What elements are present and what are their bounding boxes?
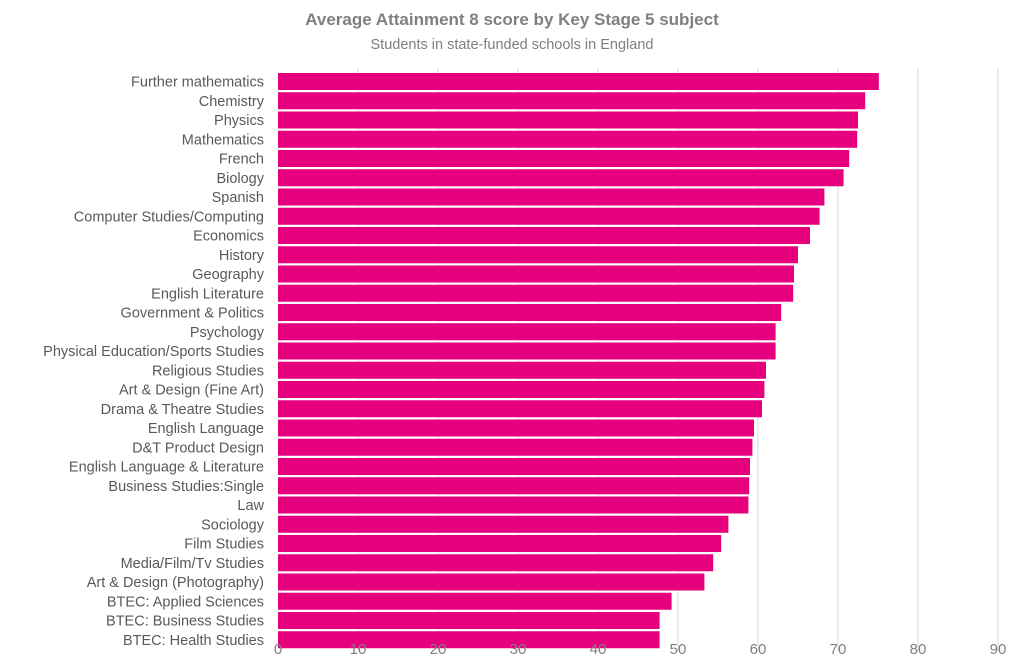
category-label: Film Studies (184, 537, 264, 553)
category-label: D&T Product Design (132, 440, 264, 456)
bars (278, 73, 879, 649)
x-tick-label: 0 (274, 641, 282, 658)
x-tick-label: 30 (510, 641, 527, 658)
category-label: Art & Design (Fine Art) (119, 383, 264, 399)
category-label: Biology (216, 171, 264, 187)
x-tick-label: 80 (910, 641, 927, 658)
bar (278, 631, 660, 649)
bar (278, 323, 776, 341)
bar (278, 400, 762, 418)
category-label: Drama & Theatre Studies (101, 402, 264, 418)
category-label: Spanish (212, 190, 264, 206)
x-tick-label: 90 (990, 641, 1007, 658)
bar (278, 381, 765, 398)
bar (278, 207, 820, 225)
category-label: Religious Studies (152, 363, 264, 379)
bar (278, 265, 794, 283)
bar (278, 419, 754, 437)
x-tick-label: 60 (750, 641, 767, 658)
bar (278, 342, 776, 360)
x-axis-ticks: 0 10 20 30 40 50 60 70 80 90 (274, 641, 1007, 658)
bar (278, 304, 782, 321)
category-label: Physics (214, 113, 264, 129)
bar (278, 535, 722, 552)
category-label: Government & Politics (121, 306, 264, 322)
bar (278, 592, 672, 610)
bar (278, 130, 858, 148)
x-tick-label: 40 (590, 641, 607, 658)
category-label: Law (237, 498, 264, 514)
bar (278, 246, 798, 264)
category-label: Mathematics (182, 132, 264, 148)
bar (278, 361, 766, 379)
bar (278, 227, 810, 244)
bar (278, 284, 794, 302)
category-label: BTEC: Business Studies (106, 614, 264, 630)
bar (278, 573, 705, 591)
bar (278, 438, 753, 456)
bar (278, 554, 714, 572)
category-label: BTEC: Applied Sciences (107, 594, 264, 610)
bar (278, 188, 825, 206)
category-label: Economics (193, 229, 264, 245)
bar (278, 515, 729, 533)
category-label: French (219, 152, 264, 168)
category-label: English Language & Literature (69, 460, 264, 476)
category-label: English Literature (151, 286, 264, 302)
category-label: Media/Film/Tv Studies (121, 556, 264, 572)
category-label: Geography (192, 267, 264, 283)
category-label: BTEC: Health Studies (123, 633, 264, 649)
x-tick-label: 70 (830, 641, 847, 658)
x-tick-label: 50 (670, 641, 687, 658)
category-label: Further mathematics (131, 75, 264, 91)
bar (278, 150, 850, 167)
chart-subtitle: Students in state-funded schools in Engl… (371, 37, 654, 53)
x-tick-label: 10 (350, 641, 367, 658)
bar (278, 111, 858, 129)
category-label: Business Studies:Single (108, 479, 264, 495)
category-label: English Language (148, 421, 264, 437)
bar (278, 496, 749, 514)
bar (278, 477, 750, 495)
category-label: Psychology (190, 325, 265, 341)
category-labels: Further mathematics Chemistry Physics Mathe… (43, 75, 265, 649)
category-label: Art & Design (Photography) (87, 575, 264, 591)
category-label: Sociology (201, 517, 265, 533)
chart-title: Average Attainment 8 score by Key Stage … (305, 10, 719, 29)
bar (278, 612, 660, 629)
category-label: Physical Education/Sports Studies (43, 344, 264, 360)
bar (278, 92, 866, 110)
category-label: History (219, 248, 265, 264)
x-tick-label: 20 (430, 641, 447, 658)
bar (278, 73, 879, 90)
bar (278, 169, 844, 187)
category-label: Computer Studies/Computing (74, 209, 264, 225)
category-label: Chemistry (199, 94, 265, 110)
bar (278, 458, 750, 475)
